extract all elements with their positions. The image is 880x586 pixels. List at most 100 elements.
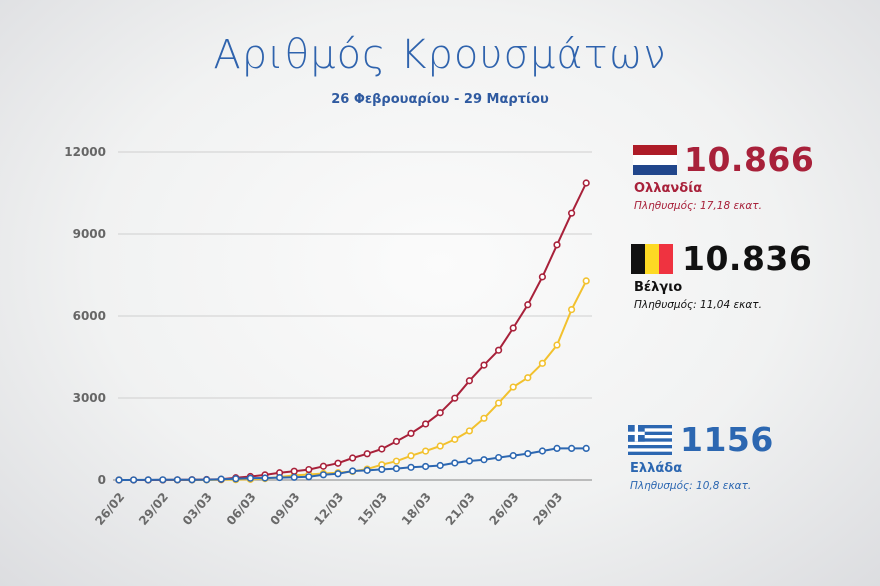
data-point-marker: [246, 474, 254, 482]
chart-series: [115, 179, 590, 484]
data-point-marker: [422, 447, 430, 455]
data-point-marker: [567, 305, 576, 314]
gridlines: [113, 151, 592, 481]
data-point-marker: [524, 301, 532, 309]
data-point-marker: [378, 445, 386, 453]
greece-flag-icon: [628, 425, 672, 455]
x-tick-label: 26/02: [92, 490, 127, 528]
data-point-marker: [203, 476, 211, 484]
y-tick-label: 0: [98, 473, 106, 487]
data-point-marker: [319, 462, 328, 470]
series-Ελλάδα: [115, 444, 590, 484]
x-tick-label: 15/03: [355, 490, 390, 528]
data-point-marker: [115, 476, 123, 484]
x-tick-label: 12/03: [311, 490, 346, 528]
data-point-marker: [276, 473, 284, 482]
data-point-marker: [582, 277, 590, 285]
data-point-marker: [509, 324, 517, 332]
data-point-marker: [480, 456, 488, 464]
data-point-marker: [480, 361, 488, 369]
data-point-marker: [524, 374, 532, 382]
y-tick-label: 12000: [64, 145, 106, 159]
belgium-population: Πληθυσμός: 11,04 εκατ.: [634, 299, 762, 311]
data-point-marker: [582, 179, 590, 187]
data-point-marker: [480, 414, 488, 422]
data-point-marker: [319, 471, 328, 479]
netherlands-name: Ολλανδία: [634, 181, 703, 196]
data-point-marker: [495, 346, 503, 354]
data-point-marker: [407, 429, 415, 437]
x-axis: 26/02 29/02 03/03 06/03 09/03 12/03 15/03 18/03…: [92, 490, 565, 528]
netherlands-population: Πληθυσμός: 17,18 εκατ.: [634, 200, 762, 212]
data-point-marker: [305, 473, 313, 481]
data-point-marker: [378, 465, 386, 474]
data-point-marker: [495, 453, 503, 462]
data-point-marker: [509, 383, 517, 391]
data-point-marker: [130, 476, 138, 484]
data-point-marker: [363, 450, 371, 458]
data-point-marker: [509, 452, 517, 460]
data-point-marker: [436, 442, 444, 450]
data-point-marker: [465, 377, 474, 385]
greece-total: 1156: [680, 420, 774, 459]
x-tick-label: 06/03: [224, 490, 259, 528]
data-point-marker: [538, 359, 547, 367]
data-point-marker: [465, 457, 474, 465]
belgium-name: Βέλγιο: [634, 280, 683, 295]
data-point-marker: [524, 449, 532, 458]
data-point-marker: [334, 470, 342, 478]
data-point-marker: [290, 467, 298, 475]
page-title: Αριθμός Κρουσμάτων: [0, 32, 880, 78]
data-point-marker: [290, 473, 298, 481]
data-point-marker: [567, 444, 576, 453]
data-point-marker: [407, 463, 415, 471]
data-point-marker: [582, 444, 590, 453]
belgium-flag-icon: [631, 244, 673, 274]
data-point-marker: [217, 475, 225, 483]
netherlands-flag-icon: [633, 145, 677, 175]
y-tick-label: 6000: [73, 309, 106, 323]
series-Βέλγιο: [115, 277, 590, 484]
data-point-marker: [451, 459, 459, 467]
greece-name: Ελλάδα: [630, 461, 683, 476]
data-point-marker: [567, 209, 576, 217]
data-point-marker: [422, 462, 430, 471]
y-axis: 0 3000 6000 9000 12000: [64, 145, 106, 487]
data-point-marker: [465, 427, 474, 435]
data-point-marker: [538, 273, 547, 281]
data-point-marker: [451, 435, 459, 443]
data-point-marker: [392, 457, 401, 465]
x-tick-label: 18/03: [399, 490, 434, 528]
data-point-marker: [334, 459, 342, 467]
y-tick-label: 9000: [73, 227, 106, 241]
series-Ολλανδία: [115, 179, 590, 484]
y-tick-label: 3000: [73, 391, 106, 405]
data-point-marker: [363, 466, 371, 474]
page-subtitle: 26 Φεβρουαρίου - 29 Μαρτίου: [331, 92, 549, 107]
data-point-marker: [407, 452, 415, 460]
data-point-marker: [349, 467, 357, 475]
title-text: Αριθμός Κρουσμάτων: [213, 32, 667, 78]
data-point-marker: [159, 476, 167, 484]
data-point-marker: [553, 341, 561, 349]
netherlands-total: 10.866: [684, 140, 815, 179]
data-point-marker: [232, 475, 240, 483]
x-tick-label: 29/02: [136, 490, 171, 528]
data-point-marker: [495, 399, 503, 407]
greece-population: Πληθυσμός: 10,8 εκατ.: [630, 480, 752, 492]
x-tick-label: 29/03: [530, 490, 565, 528]
data-point-marker: [553, 444, 561, 453]
x-tick-label: 03/03: [180, 490, 215, 528]
data-point-marker: [144, 476, 152, 484]
data-point-marker: [188, 476, 196, 484]
x-tick-label: 26/03: [486, 490, 521, 528]
x-tick-label: 09/03: [267, 490, 302, 528]
data-point-marker: [305, 465, 313, 474]
data-point-marker: [451, 394, 459, 402]
data-point-marker: [538, 447, 547, 455]
belgium-total: 10.836: [682, 239, 813, 278]
data-point-marker: [173, 476, 181, 484]
x-tick-label: 21/03: [443, 490, 478, 528]
data-point-marker: [436, 409, 444, 417]
